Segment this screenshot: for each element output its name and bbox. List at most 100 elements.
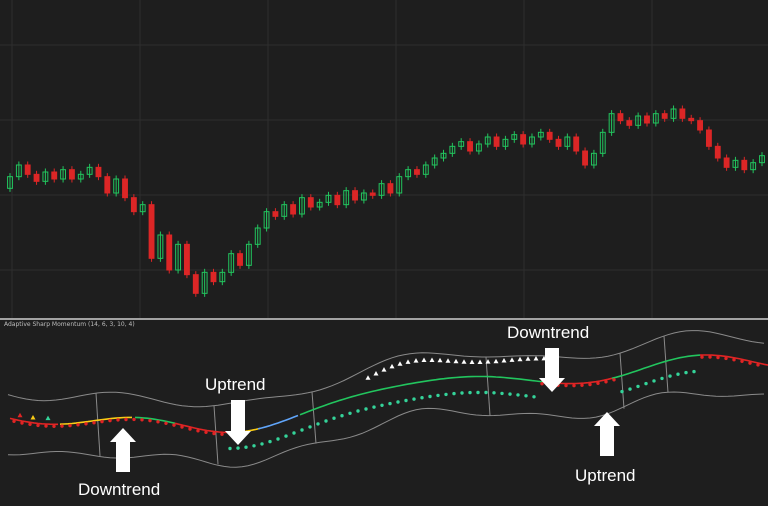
- signal-triangle: [517, 356, 523, 362]
- signal-dot: [748, 361, 752, 365]
- candle-body: [254, 227, 261, 245]
- signal-dot: [716, 355, 720, 360]
- candle-body: [564, 136, 571, 147]
- signal-triangle: [461, 359, 467, 364]
- candle-body: [670, 108, 677, 119]
- signal-dot: [36, 423, 40, 428]
- candle-body: [139, 204, 146, 213]
- candle-body: [307, 197, 314, 208]
- momentum-line: [9, 417, 58, 426]
- signal-triangle: [453, 358, 459, 364]
- band-separator: [485, 356, 491, 416]
- thick-block-arrow-icon: [594, 412, 620, 456]
- downtrend-label: Downtrend: [78, 480, 161, 499]
- momentum-line: [559, 377, 613, 385]
- signal-dot: [140, 418, 144, 422]
- signal-dot: [500, 391, 504, 396]
- candle-body: [325, 194, 332, 203]
- signal-dot: [300, 428, 304, 432]
- signal-dot: [180, 425, 184, 429]
- thick-block-arrow-icon: [225, 400, 251, 445]
- signal-dot: [404, 398, 408, 403]
- candle-body: [343, 190, 350, 206]
- candle-body: [369, 192, 376, 196]
- signal-dot: [676, 372, 680, 376]
- candle-body: [705, 129, 712, 147]
- signal-dot: [284, 434, 288, 438]
- signal-dot: [68, 423, 72, 428]
- candle-body: [714, 145, 721, 159]
- signal-dot: [516, 393, 520, 397]
- signal-dot: [132, 417, 136, 422]
- candle-body: [130, 197, 137, 213]
- candle-body: [68, 169, 75, 180]
- candle-body: [378, 183, 385, 196]
- signal-dot: [620, 389, 624, 394]
- candle-body: [626, 120, 633, 126]
- candle-body: [210, 271, 217, 283]
- signal-triangle: [485, 359, 491, 364]
- signal-dot: [252, 444, 256, 448]
- signal-dot: [756, 363, 760, 367]
- candle-body: [635, 115, 642, 126]
- band-separator: [95, 393, 101, 456]
- candle-body: [86, 166, 93, 175]
- candle-body: [228, 253, 235, 273]
- band-separator: [213, 405, 219, 465]
- candle-body: [184, 243, 190, 276]
- grid-layer: [0, 0, 768, 318]
- signal-dot: [420, 396, 424, 400]
- candle-body: [157, 234, 164, 259]
- signal-dot: [116, 418, 120, 422]
- candle-body: [245, 243, 252, 266]
- indicator-title: Adaptive Sharp Momentum (14, 6, 3, 10, 4…: [4, 321, 135, 328]
- signal-dot: [196, 429, 200, 433]
- signal-dot: [668, 374, 672, 378]
- candle-body: [688, 117, 695, 122]
- signal-triangle: [397, 361, 403, 366]
- annotation-arrows: [110, 348, 620, 472]
- uptrend-label: Uptrend: [575, 466, 636, 485]
- signal-dot: [348, 411, 352, 415]
- candle-body: [741, 159, 748, 171]
- candle-body: [723, 157, 730, 168]
- candle-body: [77, 173, 84, 180]
- candle-body: [272, 211, 279, 217]
- candle-body: [555, 138, 562, 147]
- signal-triangle: [17, 412, 23, 418]
- thick-block-arrow-icon: [539, 348, 565, 392]
- signal-dot: [588, 382, 592, 387]
- signal-dot: [396, 400, 400, 404]
- signal-triangle: [445, 358, 451, 363]
- signal-dot: [636, 384, 640, 389]
- candle-body: [750, 162, 757, 171]
- lower-band: [7, 391, 765, 468]
- signal-dot: [580, 383, 584, 387]
- signal-dot: [700, 355, 704, 359]
- signal-dot: [244, 445, 248, 449]
- candle-body: [537, 131, 544, 138]
- candle-body: [334, 194, 341, 206]
- candle-body: [529, 136, 535, 145]
- signal-dot: [612, 378, 616, 382]
- candle-body: [148, 204, 155, 259]
- signal-dot: [428, 394, 432, 399]
- signal-dot: [92, 421, 96, 425]
- candle-body: [414, 169, 420, 175]
- candle-body: [352, 190, 358, 201]
- momentum-line: [174, 422, 228, 434]
- signal-triangle: [389, 363, 395, 369]
- signal-triangle: [30, 415, 36, 420]
- candle-body: [237, 253, 243, 266]
- candle-body: [697, 120, 704, 131]
- candle-body: [493, 136, 500, 147]
- band-separator: [619, 353, 625, 409]
- signal-dot: [484, 390, 488, 395]
- signal-dot: [564, 383, 568, 388]
- signal-dot: [380, 403, 384, 407]
- signal-dot: [156, 420, 160, 424]
- signal-dot: [316, 422, 320, 426]
- candle-body: [502, 138, 509, 147]
- signal-dot: [572, 383, 576, 388]
